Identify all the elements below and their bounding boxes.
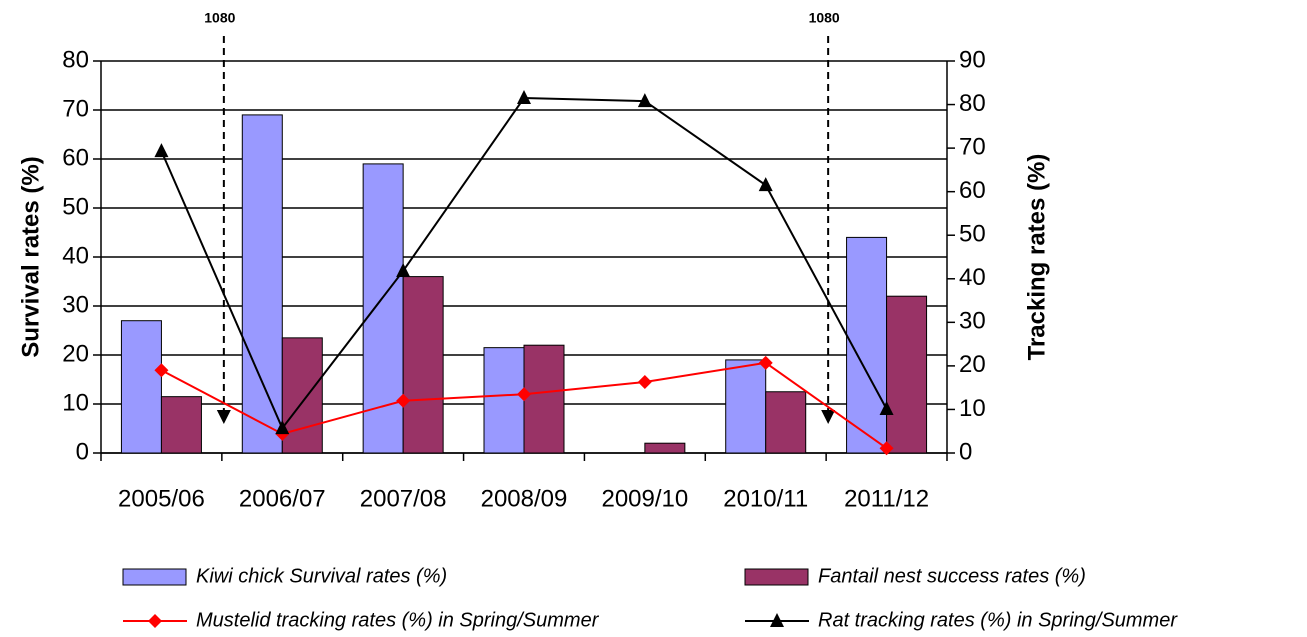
bar xyxy=(402,276,444,454)
legend-swatch xyxy=(122,568,187,586)
line-marker xyxy=(637,93,652,108)
annotation-label: 1080 xyxy=(204,10,235,26)
line-marker xyxy=(637,375,652,390)
bar xyxy=(120,320,162,454)
y-tick-label: 40 xyxy=(62,242,89,269)
line-marker xyxy=(154,363,169,378)
y2-axis-title: Tracking rates (%) xyxy=(1023,154,1050,361)
bar xyxy=(644,442,686,454)
y-tick-label: 20 xyxy=(62,340,89,367)
x-tick-label: 2007/08 xyxy=(360,485,447,512)
x-tick-label: 2006/07 xyxy=(239,485,326,512)
bar xyxy=(160,396,202,454)
bar xyxy=(281,337,323,454)
bar xyxy=(523,344,565,454)
line-marker xyxy=(517,90,531,105)
y-tick-label: 0 xyxy=(76,438,89,465)
annotation-label: 1080 xyxy=(809,10,840,26)
legend-marker xyxy=(148,614,162,628)
line-marker xyxy=(758,355,773,370)
y2-tick-label: 80 xyxy=(959,90,986,117)
y-tick-label: 80 xyxy=(62,46,89,73)
y-axis-title: Survival rates (%) xyxy=(17,156,44,357)
legend-label: Mustelid tracking rates (%) in Spring/Su… xyxy=(196,609,600,631)
line-marker xyxy=(396,262,411,277)
legend-label: Fantail nest success rates (%) xyxy=(818,565,1086,587)
bar xyxy=(362,163,404,454)
x-tick-label: 2008/09 xyxy=(481,485,568,512)
line-marker xyxy=(879,441,894,456)
y2-tick-label: 0 xyxy=(959,438,972,465)
y2-tick-label: 90 xyxy=(959,46,986,73)
line-marker xyxy=(396,393,411,408)
annotation-arrow xyxy=(216,410,231,424)
y2-tick-label: 30 xyxy=(959,308,986,335)
y2-tick-label: 20 xyxy=(959,351,986,378)
x-tick-label: 2009/10 xyxy=(601,485,688,512)
y2-tick-label: 70 xyxy=(959,133,986,160)
y-tick-label: 30 xyxy=(62,291,89,318)
line-marker xyxy=(154,143,169,158)
y-tick-label: 50 xyxy=(62,193,89,220)
y-tick-label: 60 xyxy=(62,144,89,171)
legend-marker xyxy=(770,613,784,627)
x-tick-label: 2005/06 xyxy=(118,485,205,512)
legend-swatch xyxy=(744,568,809,586)
bar xyxy=(886,295,928,454)
y2-tick-label: 50 xyxy=(959,221,986,248)
line-marker xyxy=(275,420,290,435)
line-marker xyxy=(758,177,773,192)
y-tick-label: 10 xyxy=(62,389,89,416)
y2-tick-label: 60 xyxy=(959,177,986,204)
legend-label: Kiwi chick Survival rates (%) xyxy=(196,565,447,587)
annotation-arrow xyxy=(821,410,836,424)
y2-tick-label: 40 xyxy=(959,264,986,291)
x-tick-label: 2011/12 xyxy=(844,485,929,512)
legend-label: Rat tracking rates (%) in Spring/Summer xyxy=(818,609,1178,631)
bar xyxy=(725,359,767,454)
x-tick-label: 2010/11 xyxy=(723,485,808,512)
line-marker xyxy=(879,401,894,416)
line-marker xyxy=(517,387,531,402)
bar xyxy=(765,391,807,454)
y2-tick-label: 10 xyxy=(959,395,986,422)
bar xyxy=(241,114,283,454)
bar xyxy=(483,347,525,454)
y-tick-label: 70 xyxy=(62,95,89,122)
